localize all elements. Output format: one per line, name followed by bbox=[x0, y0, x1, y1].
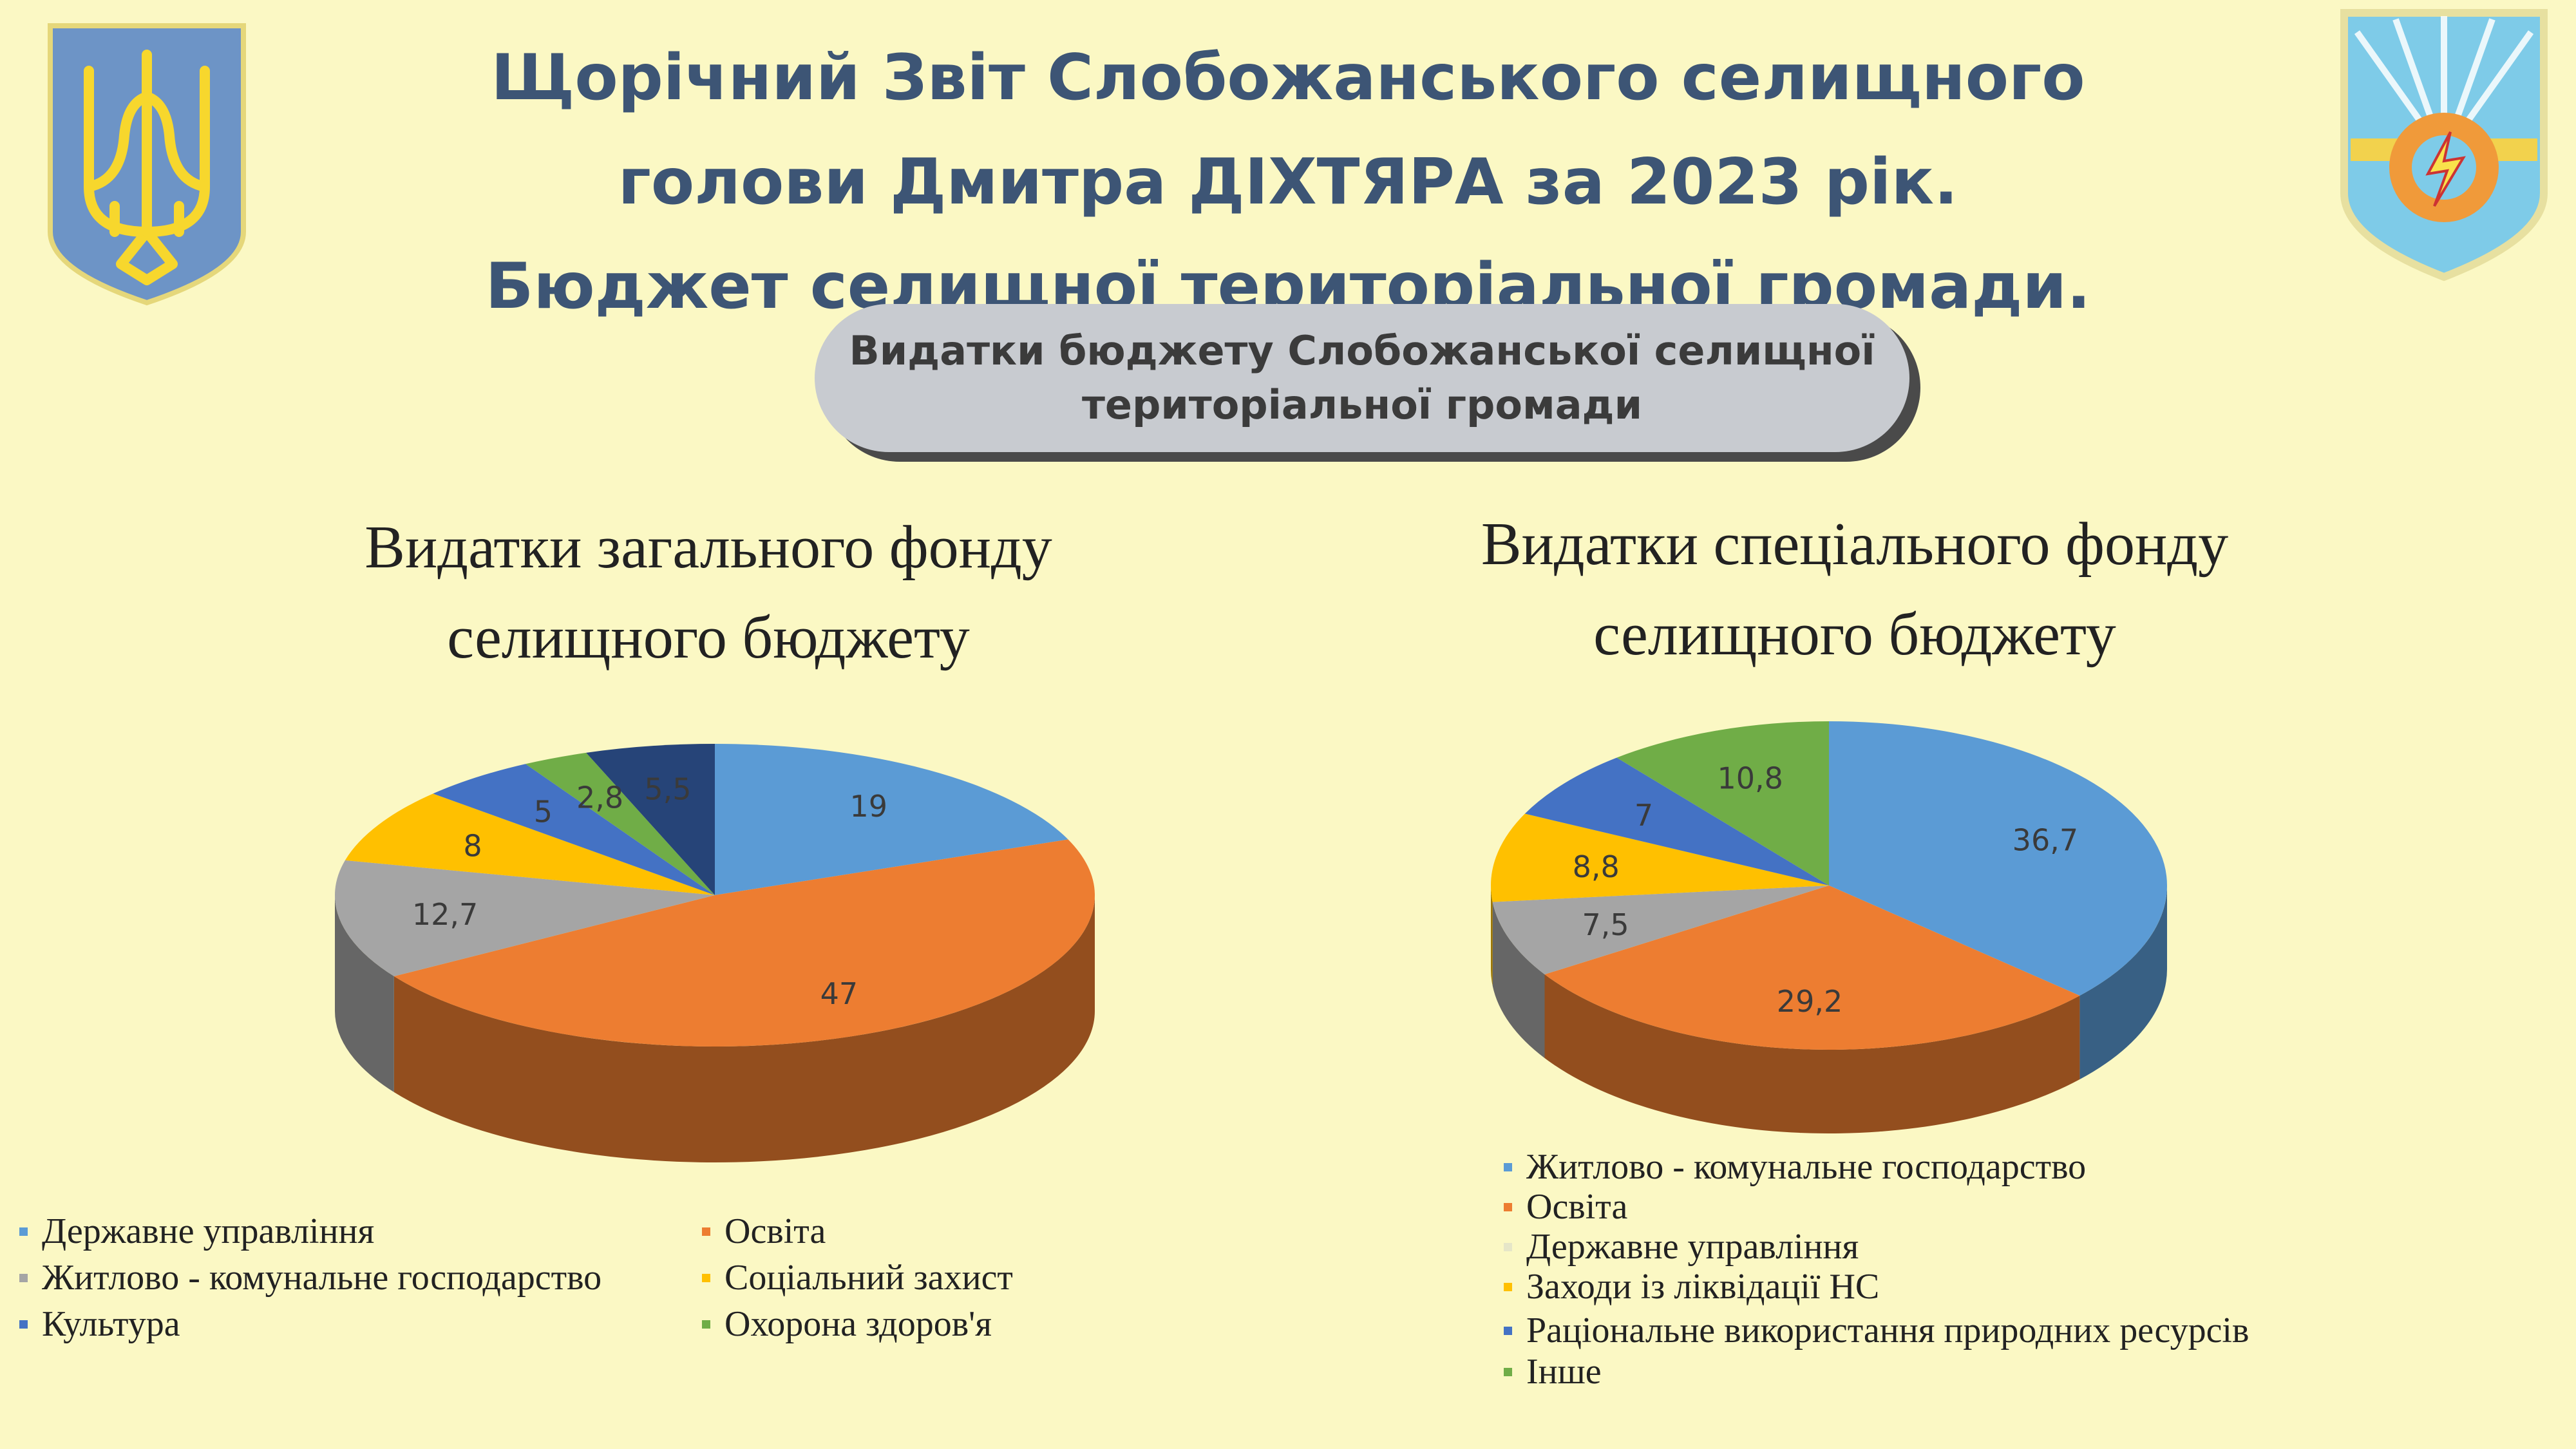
pie-slice bbox=[1491, 813, 1829, 902]
pie-0: 19 47 12,7 8 5 2,8 5,5 bbox=[335, 744, 1095, 1163]
pie-1: 36,7 29,2 7,5 8,8 7 10,8 bbox=[1491, 721, 2168, 1133]
legend-marker bbox=[702, 1227, 710, 1236]
legend-label: Державне управління bbox=[1526, 1227, 1859, 1267]
pie-data-label: 7,5 bbox=[1582, 907, 1629, 942]
pie-slice bbox=[393, 839, 1095, 1046]
page-title-line-1: Щорічний Звіт Слобожанського селищного bbox=[491, 41, 2085, 115]
legend-item: Освіта bbox=[1504, 1186, 1627, 1227]
legend-label: Соціальний захист bbox=[724, 1258, 1013, 1298]
legend-item: Державне управління bbox=[19, 1211, 374, 1252]
subtitle-pill: Видатки бюджету Слобожанської селищної т… bbox=[815, 304, 1909, 452]
legend-label: Житлово - комунальне господарство bbox=[1526, 1147, 2087, 1187]
pie-slice bbox=[345, 793, 715, 895]
pie-data-label: 12,7 bbox=[412, 897, 478, 932]
pie-slice-side bbox=[1492, 902, 1545, 1058]
pie-slice bbox=[433, 764, 715, 895]
legend-marker bbox=[1504, 1162, 1512, 1171]
legend-label: Раціональне використання природних ресур… bbox=[1526, 1311, 2249, 1350]
legend-marker bbox=[19, 1227, 28, 1236]
pie-slice-side bbox=[1544, 974, 2080, 1133]
legend-item: Заходи із ліквідації НС bbox=[1504, 1266, 1879, 1307]
chart-title-line: селищного бюджету bbox=[1593, 601, 2116, 668]
pie-data-label: 2,8 bbox=[576, 780, 623, 815]
pie-slice bbox=[526, 752, 715, 895]
legend-label: Заходи із ліквідації НС bbox=[1526, 1267, 1880, 1307]
legend-marker bbox=[1504, 1326, 1512, 1335]
subtitle-line-1: Видатки бюджету Слобожанської селищної bbox=[849, 327, 1875, 374]
pie-data-label: 5,5 bbox=[644, 772, 691, 806]
pie-data-label: 5 bbox=[534, 794, 553, 829]
legend-item: Житлово - комунальне господарство bbox=[19, 1257, 601, 1298]
pie-slice bbox=[1829, 721, 2168, 996]
pie-data-label: 8 bbox=[463, 828, 482, 863]
legend-marker bbox=[19, 1320, 28, 1329]
pie-data-label: 19 bbox=[849, 789, 887, 824]
pie-slice bbox=[715, 744, 1068, 895]
legend-marker bbox=[1504, 1282, 1512, 1291]
legend-item: Охорона здоров'я bbox=[702, 1303, 992, 1345]
legend-label: Культура bbox=[42, 1304, 180, 1344]
pie-data-label: 7 bbox=[1634, 798, 1653, 833]
legend-label: Житлово - комунальне господарство bbox=[42, 1258, 602, 1298]
legend-item: Освіта bbox=[702, 1211, 826, 1252]
legend-label: Інше bbox=[1526, 1352, 1602, 1392]
pie-data-label: 47 bbox=[820, 976, 858, 1011]
pie-slice bbox=[1544, 886, 2080, 1050]
legend-item: Соціальний захист bbox=[702, 1257, 1013, 1298]
legend-marker bbox=[702, 1320, 710, 1329]
chart-title-line: Видатки загального фонду bbox=[365, 514, 1052, 581]
pie-slice bbox=[335, 860, 715, 976]
chart-title-special-fund: Видатки спеціального фонду селищного бюд… bbox=[1307, 499, 2402, 679]
pie-slice-side bbox=[2079, 886, 2167, 1080]
legend-marker bbox=[1504, 1242, 1512, 1251]
legend-item: Житлово - комунальне господарство bbox=[1504, 1146, 2086, 1188]
chart-title-general-fund: Видатки загального фонду селищного бюдже… bbox=[193, 502, 1224, 683]
legend-marker bbox=[1504, 1367, 1512, 1376]
pie-data-label: 8,8 bbox=[1573, 849, 1620, 884]
pie-slice bbox=[1524, 757, 1829, 886]
chart-title-line: Видатки спеціального фонду bbox=[1481, 511, 2229, 578]
trident-coat-of-arms-icon bbox=[48, 23, 246, 306]
pie-slice bbox=[1616, 721, 1829, 886]
legend-item: Культура bbox=[19, 1303, 180, 1345]
pie-data-label: 10,8 bbox=[1717, 761, 1783, 796]
pie-slice-side bbox=[1491, 886, 1493, 986]
legend-item: Державне управління bbox=[1504, 1226, 1859, 1267]
legend-item: Раціональне використання природних ресур… bbox=[1504, 1310, 2249, 1351]
page-title: Щорічний Звіт Слобожанського селищного г… bbox=[322, 26, 2254, 339]
pie-slice bbox=[586, 744, 715, 895]
legend-item: Інше bbox=[1504, 1351, 1602, 1392]
pie-slice-side bbox=[393, 895, 1095, 1163]
legend-label: Охорона здоров'я bbox=[724, 1304, 992, 1344]
page-title-line-2: голови Дмитра ДІХТЯРА за 2023 рік. bbox=[618, 146, 1958, 219]
pie-data-label: 36,7 bbox=[2012, 823, 2078, 858]
pie-slice-side bbox=[335, 895, 394, 1092]
pie-slice bbox=[1492, 886, 1829, 974]
legend-marker bbox=[19, 1273, 28, 1282]
community-coat-of-arms-icon bbox=[2340, 9, 2548, 281]
legend-label: Державне управління bbox=[42, 1211, 375, 1251]
legend-label: Освіта bbox=[724, 1211, 826, 1251]
legend-marker bbox=[702, 1273, 710, 1282]
chart-title-line: селищного бюджету bbox=[447, 604, 970, 671]
legend-marker bbox=[1504, 1202, 1512, 1211]
subtitle-line-2: територіальної громади bbox=[1081, 381, 1643, 428]
pie-data-label: 29,2 bbox=[1777, 984, 1842, 1019]
legend-label: Освіта bbox=[1526, 1187, 1628, 1227]
